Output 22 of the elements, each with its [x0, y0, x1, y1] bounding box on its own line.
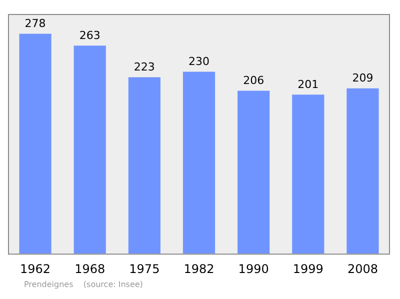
data-label: 263	[79, 29, 100, 42]
x-tick-label: 1975	[129, 262, 160, 276]
data-label: 209	[352, 72, 374, 85]
x-tick-label: 1982	[184, 262, 214, 276]
data-label: 201	[298, 78, 319, 92]
bar	[182, 72, 216, 254]
x-tick-label: 1999	[292, 262, 324, 276]
data-label: 230	[188, 55, 210, 68]
data-label: 223	[134, 60, 155, 74]
bar	[238, 90, 270, 254]
bar	[74, 46, 106, 254]
data-label: 278	[24, 17, 46, 30]
text: Prendeignes (source: Insee)	[24, 280, 144, 289]
bar	[292, 94, 324, 254]
x-tick-label: 1990	[238, 262, 269, 276]
x-tick-label: 1968	[74, 262, 106, 276]
bar	[19, 34, 52, 254]
data-label: 206	[243, 74, 264, 88]
x-tick-label: 2008	[347, 262, 378, 276]
bar	[346, 88, 379, 254]
x-tick-label: 1962	[20, 262, 51, 276]
bar	[128, 77, 160, 254]
